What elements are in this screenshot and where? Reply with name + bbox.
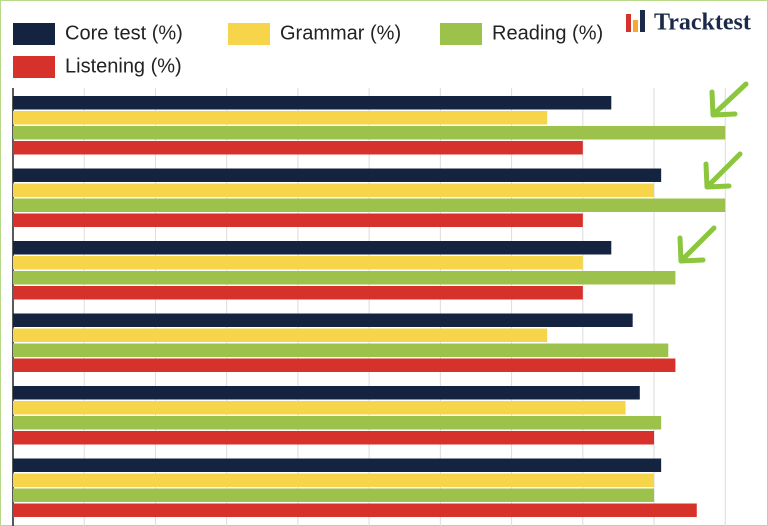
arrow — [677, 225, 717, 264]
bar — [13, 458, 662, 472]
bar — [13, 213, 583, 227]
legend-swatch — [228, 23, 270, 45]
bar — [13, 141, 583, 155]
bar — [13, 473, 655, 487]
legend-label: Reading (%) — [492, 22, 603, 44]
logo-icon — [640, 10, 645, 32]
legend-swatch — [13, 23, 55, 45]
bar — [13, 313, 633, 327]
logo-text: Tracktest — [654, 10, 751, 36]
bar — [13, 168, 662, 182]
logo: Tracktest — [626, 10, 751, 36]
arrow — [709, 81, 749, 118]
bar — [13, 126, 726, 140]
bar — [13, 241, 612, 255]
bar — [13, 431, 655, 445]
bar — [13, 286, 583, 300]
bar — [13, 386, 640, 400]
legend-label: Core test (%) — [65, 22, 183, 44]
bar — [13, 401, 626, 415]
arrow — [703, 151, 743, 190]
logo-icon — [633, 20, 638, 32]
bar — [13, 488, 655, 502]
legend-swatch — [440, 23, 482, 45]
bar — [13, 358, 676, 372]
bar — [13, 503, 697, 517]
bar — [13, 111, 548, 125]
bar — [13, 416, 662, 430]
logo-icon — [626, 14, 631, 32]
bar — [13, 271, 676, 285]
legend-swatch — [13, 56, 55, 78]
bar — [13, 198, 726, 212]
bar — [13, 256, 583, 270]
bar — [13, 183, 655, 197]
bar — [13, 96, 612, 110]
bar — [13, 328, 548, 342]
legend-label: Grammar (%) — [280, 22, 401, 44]
legend-label: Listening (%) — [65, 55, 182, 77]
annotation-arrows — [677, 81, 749, 264]
bar — [13, 343, 669, 357]
